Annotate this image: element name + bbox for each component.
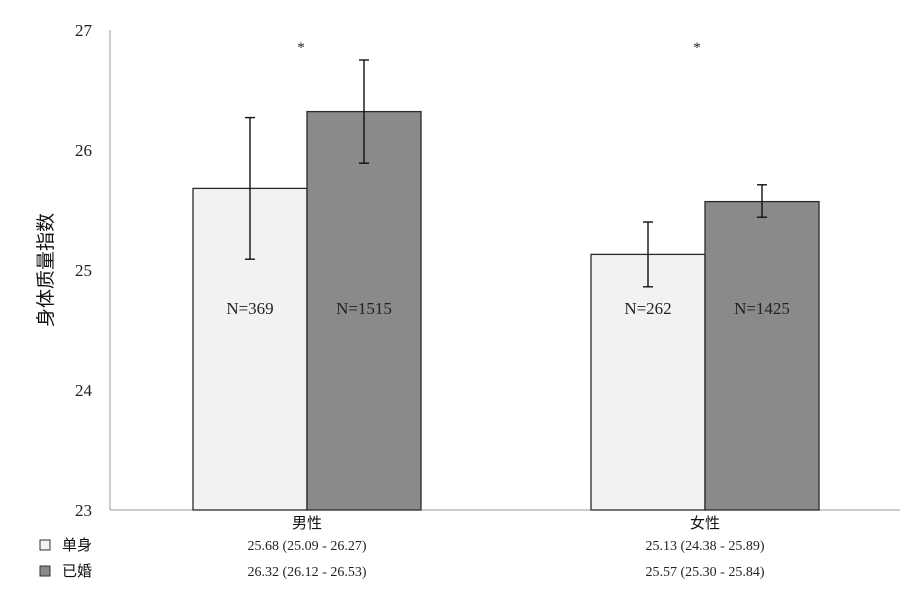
n-label: N=1425 bbox=[734, 299, 790, 318]
bar bbox=[704, 200, 820, 511]
category-label: 男性 bbox=[292, 514, 322, 532]
significance-marker: * bbox=[297, 40, 305, 56]
n-label: N=262 bbox=[624, 299, 671, 318]
n-label: N=369 bbox=[226, 299, 273, 318]
table-cell: 26.32 (26.12 - 26.53) bbox=[248, 565, 367, 580]
legend-swatch bbox=[39, 565, 51, 577]
data-table: 单身 25.68 (25.09 - 26.27) 25.13 (24.38 - 25… bbox=[39, 536, 765, 580]
y-tick-label: 25 bbox=[75, 261, 92, 280]
table-cell: 25.68 (25.09 - 26.27) bbox=[248, 539, 367, 554]
labels: N=369 N=262 N=1515 N=1425 * * 男性 女性 bbox=[226, 40, 790, 532]
bar bbox=[590, 253, 706, 511]
legend-swatch bbox=[39, 539, 51, 551]
n-label: N=1515 bbox=[336, 299, 392, 318]
category-label: 女性 bbox=[690, 514, 720, 532]
bars bbox=[192, 59, 820, 511]
significance-marker: * bbox=[693, 40, 701, 56]
y-axis-label: 身体质量指数 bbox=[35, 213, 57, 327]
legend-label: 单身 bbox=[62, 536, 92, 554]
table-cell: 25.57 (25.30 - 25.84) bbox=[646, 565, 765, 580]
y-tick-label: 27 bbox=[75, 21, 93, 40]
y-tick-label: 26 bbox=[75, 141, 92, 160]
y-tick-label: 23 bbox=[75, 501, 92, 520]
y-tick-label: 24 bbox=[75, 381, 93, 400]
legend-label: 已婚 bbox=[62, 562, 92, 580]
table-cell: 25.13 (24.38 - 25.89) bbox=[646, 539, 765, 554]
